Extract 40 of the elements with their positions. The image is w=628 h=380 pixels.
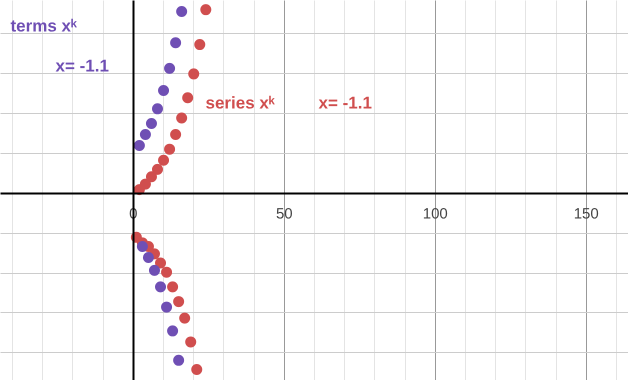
point	[140, 129, 151, 140]
point	[164, 144, 176, 155]
point	[173, 296, 184, 308]
point	[188, 68, 200, 80]
point	[142, 252, 154, 263]
point	[146, 171, 157, 182]
point	[167, 325, 178, 336]
point	[158, 154, 170, 166]
point	[176, 6, 188, 18]
point	[155, 258, 166, 268]
point	[155, 281, 166, 292]
point	[152, 103, 163, 114]
point	[176, 112, 188, 124]
x-tick-label: 150	[574, 205, 599, 222]
point	[200, 4, 212, 16]
point	[170, 37, 182, 48]
point	[179, 312, 190, 324]
x-tick-label: 50	[276, 205, 293, 222]
text: terms xᵏ	[10, 16, 77, 36]
point	[185, 336, 196, 348]
point	[152, 164, 163, 175]
point	[146, 118, 157, 129]
point	[167, 281, 178, 292]
point	[134, 140, 145, 152]
annotation: x= -1.1	[56, 56, 109, 76]
point	[170, 129, 182, 140]
point	[191, 364, 202, 375]
point	[173, 354, 184, 366]
series-label: series xᵏ	[206, 94, 275, 112]
point	[164, 62, 176, 74]
point	[161, 266, 172, 278]
x-tick-label: 100	[422, 205, 448, 222]
point	[140, 178, 151, 190]
point	[158, 84, 170, 96]
point	[161, 302, 172, 313]
point	[194, 39, 206, 50]
point	[148, 264, 160, 276]
annotation: x= -1.1	[318, 94, 372, 112]
point	[182, 92, 194, 104]
point	[136, 241, 148, 252]
